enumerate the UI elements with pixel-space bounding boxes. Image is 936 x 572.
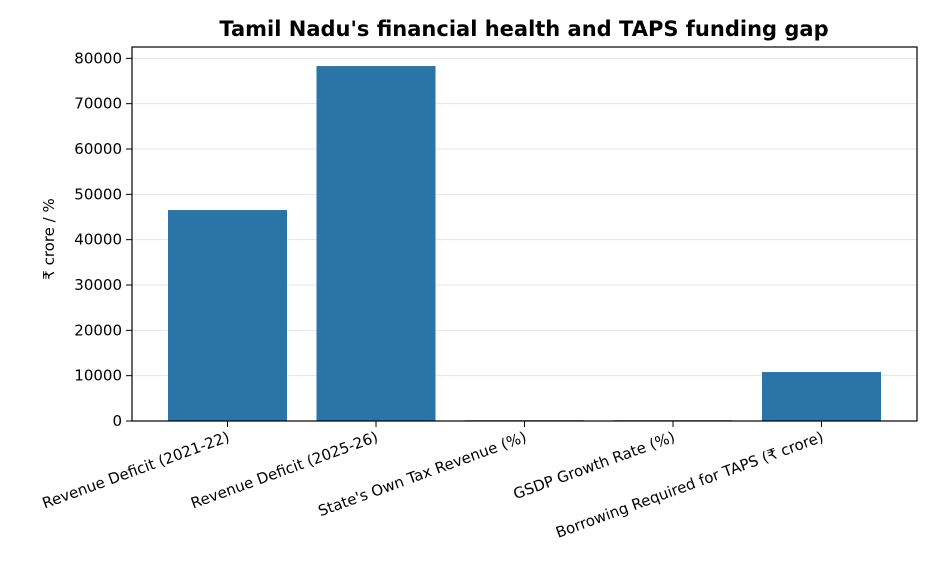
y-tick-label: 40000 bbox=[74, 231, 122, 249]
y-tick-label: 70000 bbox=[74, 95, 122, 113]
y-tick-label: 30000 bbox=[74, 276, 122, 294]
x-tick-label: Borrowing Required for TAPS (₹ crore) bbox=[553, 428, 826, 542]
bar bbox=[762, 372, 881, 421]
y-tick-label: 10000 bbox=[74, 367, 122, 385]
y-tick-label: 50000 bbox=[74, 185, 122, 203]
bar bbox=[168, 210, 287, 421]
bars bbox=[168, 66, 881, 421]
chart-title: Tamil Nadu's financial health and TAPS f… bbox=[219, 17, 828, 41]
y-axis-label: ₹ crore / % bbox=[40, 198, 58, 279]
bar bbox=[316, 66, 436, 421]
y-tick-label: 60000 bbox=[74, 140, 122, 158]
y-tick-label: 80000 bbox=[74, 49, 122, 67]
y-tick-label: 20000 bbox=[74, 321, 122, 339]
y-tick-label: 0 bbox=[112, 412, 122, 430]
